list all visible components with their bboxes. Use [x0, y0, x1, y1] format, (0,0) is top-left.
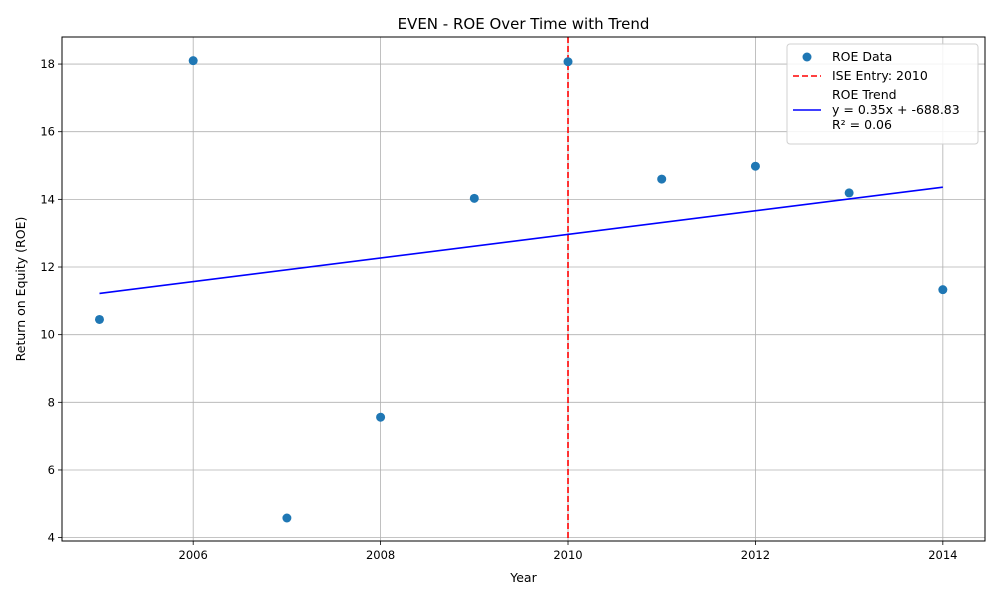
legend-label: y = 0.35x + -688.83 — [832, 102, 960, 117]
legend-label: ROE Data — [832, 49, 892, 64]
data-point — [844, 188, 854, 198]
data-point — [657, 174, 667, 184]
y-tick-label: 18 — [40, 57, 55, 71]
data-point — [750, 161, 760, 171]
data-point — [282, 513, 292, 523]
y-tick-label: 4 — [48, 531, 55, 545]
legend-box — [786, 43, 979, 145]
legend-label: R² = 0.06 — [832, 117, 892, 132]
y-tick-label: 12 — [40, 260, 55, 274]
x-tick-label: 2012 — [741, 548, 770, 562]
x-axis-ticks: 2006 2008 2010 2012 2014 — [179, 541, 957, 562]
plot-frame — [61, 36, 986, 542]
x-axis-title: Year — [509, 570, 537, 585]
data-point — [938, 285, 948, 295]
data-point — [563, 57, 573, 67]
legend-marker-roe-data — [802, 52, 812, 62]
y-axis-title: Return on Equity (ROE) — [13, 217, 28, 362]
data-point — [94, 314, 104, 324]
y-tick-label: 8 — [48, 395, 55, 409]
x-tick-label: 2006 — [179, 548, 208, 562]
data-point — [376, 412, 386, 422]
y-tick-label: 6 — [48, 463, 55, 477]
legend-label: ROE Trend — [832, 87, 897, 102]
x-tick-label: 2008 — [366, 548, 395, 562]
trend-line — [99, 186, 943, 295]
data-point — [469, 193, 479, 203]
legend-label: ISE Entry: 2010 — [832, 68, 928, 83]
y-tick-label: 14 — [40, 192, 55, 206]
y-tick-label: 10 — [40, 328, 55, 342]
data-point — [188, 56, 198, 66]
x-tick-label: 2010 — [553, 548, 582, 562]
series-layer — [94, 56, 948, 523]
y-tick-label: 16 — [40, 125, 55, 139]
chart-title: EVEN - ROE Over Time with Trend — [398, 15, 650, 33]
x-tick-label: 2014 — [928, 548, 957, 562]
y-axis-ticks: 4 6 8 10 12 14 16 18 — [40, 57, 62, 545]
